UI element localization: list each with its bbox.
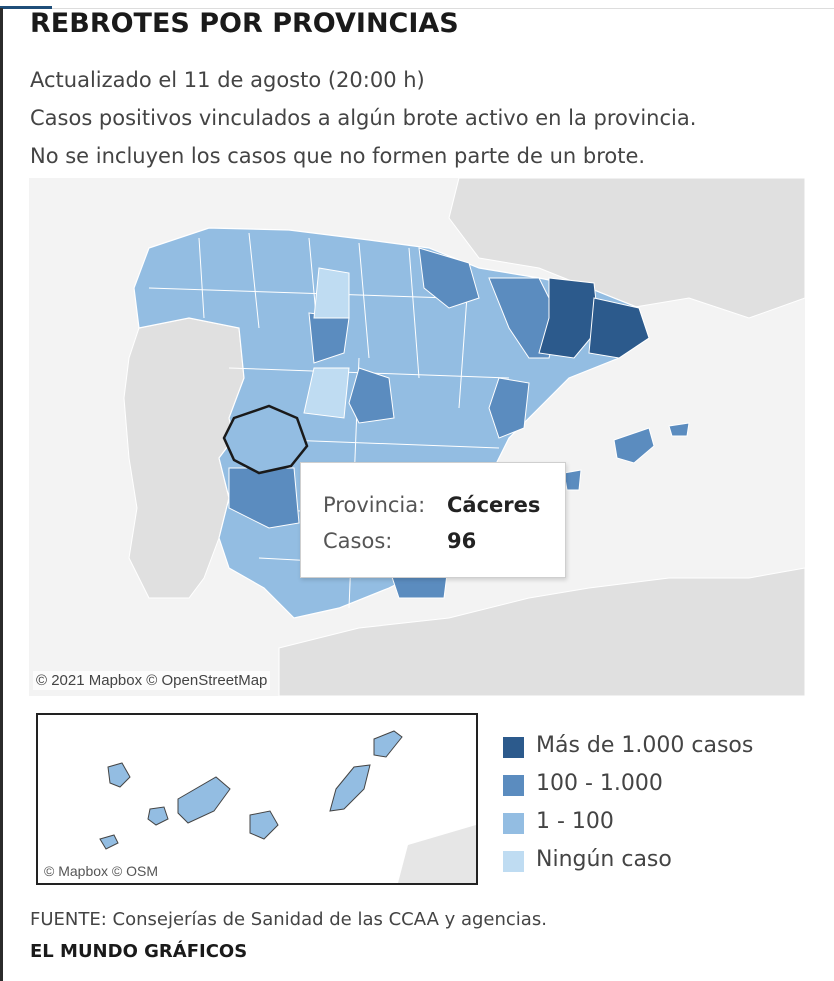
- subtitle-updated: Actualizado el 11 de agosto (20:00 h): [30, 68, 425, 92]
- island-fuerteventura[interactable]: [329, 764, 371, 812]
- map-tooltip: Provincia: Cáceres Casos: 96: [300, 462, 566, 578]
- top-bar: [0, 0, 834, 9]
- island-lanzarote[interactable]: [373, 730, 403, 758]
- island-el-hierro[interactable]: [99, 834, 119, 850]
- province-caceres[interactable]: [222, 404, 309, 475]
- island-la-gomera[interactable]: [147, 806, 169, 826]
- island-la-palma[interactable]: [107, 762, 131, 788]
- legend-swatch-none: [503, 851, 524, 872]
- legend-label-medium: 100 - 1.000: [536, 771, 663, 796]
- spain-map[interactable]: © 2021 Mapbox © OpenStreetMap: [29, 178, 805, 696]
- province-avila[interactable]: [303, 367, 350, 419]
- legend-swatch-high: [503, 737, 524, 758]
- tooltip-province-label: Provincia:: [323, 493, 426, 517]
- map-attribution[interactable]: © 2021 Mapbox © OpenStreetMap: [33, 671, 271, 690]
- tooltip-province-value: Cáceres: [447, 493, 541, 517]
- province-rioja-area[interactable]: [418, 247, 480, 309]
- source-note: FUENTE: Consejerías de Sanidad de las CC…: [30, 909, 547, 930]
- subtitle-description: Casos positivos vinculados a algún brote…: [30, 106, 697, 130]
- page-title: REBROTES POR PROVINCIAS: [30, 8, 459, 39]
- island-mallorca[interactable]: [613, 427, 655, 464]
- legend-label-high: Más de 1.000 casos: [536, 733, 754, 758]
- left-border: [0, 8, 3, 981]
- legend-swatch-low: [503, 813, 524, 834]
- island-ibiza[interactable]: [563, 469, 582, 491]
- map-canvas[interactable]: [29, 178, 805, 696]
- province-lleida[interactable]: [538, 277, 600, 359]
- island-tenerife[interactable]: [177, 776, 231, 824]
- legend-swatch-medium: [503, 775, 524, 796]
- legend-label-none: Ningún caso: [536, 847, 672, 872]
- province-barcelona[interactable]: [588, 297, 650, 359]
- top-accent: [0, 6, 52, 9]
- province-madrid[interactable]: [348, 367, 395, 424]
- inset-africa-land: [398, 825, 476, 883]
- province-valencia[interactable]: [488, 377, 530, 439]
- inset-sea: [38, 715, 476, 883]
- tooltip-cases-value: 96: [447, 529, 477, 553]
- inset-canvas[interactable]: [38, 715, 476, 883]
- tooltip-cases-label: Casos:: [323, 529, 393, 553]
- province-navarra-area[interactable]: [488, 277, 560, 359]
- island-gran-canaria[interactable]: [249, 810, 279, 840]
- canary-islands-inset[interactable]: © Mapbox © OSM: [36, 713, 478, 885]
- province-palencia[interactable]: [313, 267, 350, 319]
- africa-land: [278, 567, 805, 696]
- brand-credit: EL MUNDO GRÁFICOS: [30, 941, 248, 962]
- inset-attribution[interactable]: © Mapbox © OSM: [44, 863, 158, 879]
- island-menorca[interactable]: [668, 422, 690, 437]
- legend-label-low: 1 - 100: [536, 809, 614, 834]
- subtitle-note: No se incluyen los casos que no formen p…: [30, 144, 646, 168]
